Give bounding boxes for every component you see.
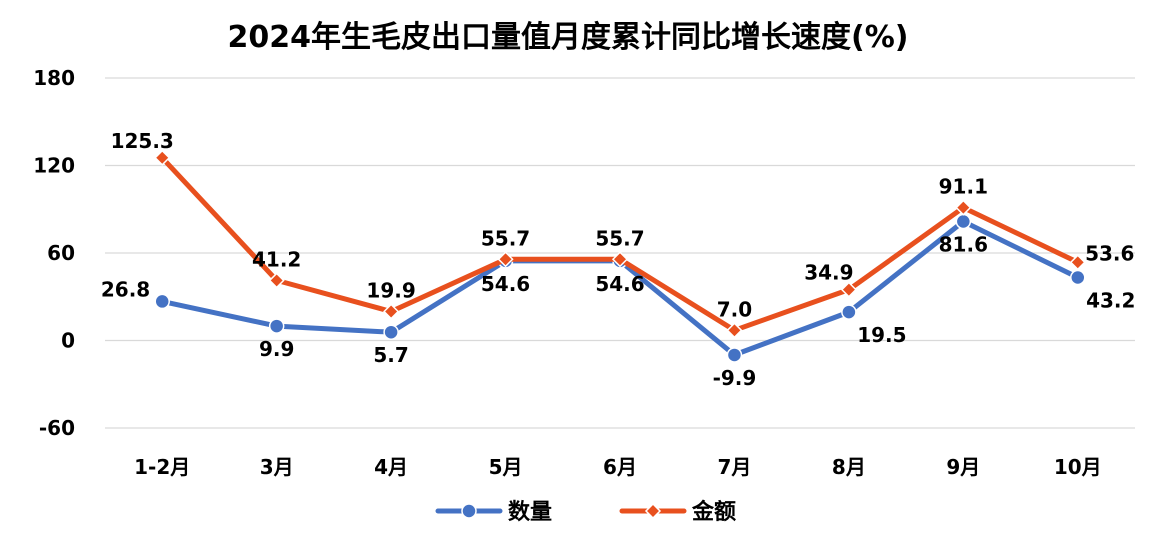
legend-marker (461, 503, 477, 519)
x-tick-label: 3月 (260, 455, 294, 479)
x-tick-label: 5月 (489, 455, 523, 479)
data-label: 125.3 (111, 129, 174, 153)
data-point (841, 304, 857, 320)
data-label: 55.7 (595, 226, 644, 250)
data-point (154, 293, 170, 310)
x-tick-label: 8月 (832, 455, 866, 479)
chart-title: 2024年生毛皮出口量值月度累计同比增长速度(%) (228, 20, 909, 55)
series-lines (154, 149, 1086, 363)
legend-label: 数量 (508, 499, 552, 525)
x-tick-label: 1-2月 (134, 455, 190, 479)
x-tick-label: 9月 (946, 455, 980, 479)
data-point (955, 199, 972, 216)
data-labels: 26.8 9.9 5.7 54.6 54.6 -9.9 19.5 81.6 43.2 125.3 4… (101, 129, 1136, 390)
legend-label: 金额 (691, 499, 736, 525)
data-label: 91.1 (939, 175, 988, 199)
data-point (154, 149, 171, 166)
data-label: 54.6 (481, 272, 530, 296)
data-point (497, 251, 514, 268)
data-point (1069, 254, 1086, 271)
data-point (383, 324, 399, 340)
data-label: 55.7 (481, 226, 530, 250)
data-point (1070, 269, 1086, 286)
y-tick-label: 0 (61, 329, 75, 353)
x-tick-label: 6月 (603, 455, 637, 479)
data-point (840, 281, 857, 298)
y-tick-label: -60 (39, 416, 75, 440)
data-label: 9.9 (259, 337, 294, 361)
y-tick-label: 60 (47, 241, 75, 265)
y-tick-label: 180 (33, 66, 75, 90)
y-tick-label: 120 (33, 154, 75, 178)
data-point (955, 213, 972, 230)
data-point (726, 347, 743, 363)
data-label: 7.0 (717, 297, 752, 321)
data-label: 41.2 (252, 247, 301, 271)
data-label: 54.6 (595, 272, 644, 296)
data-label: 19.5 (857, 323, 906, 347)
data-label: 43.2 (1086, 289, 1135, 313)
x-tick-label: 4月 (374, 455, 408, 479)
x-tick-label: 7月 (717, 455, 751, 479)
legend: 数量 金额 (435, 499, 736, 525)
data-point (383, 303, 400, 320)
data-point (268, 318, 285, 334)
data-point (268, 272, 285, 289)
data-label: 81.6 (939, 233, 988, 257)
y-axis-ticks: -60 0 60 120 180 (33, 66, 75, 440)
x-tick-label: 10月 (1054, 455, 1102, 479)
data-label: 19.9 (366, 278, 415, 302)
data-label: 53.6 (1085, 241, 1134, 265)
data-label: 34.9 (804, 261, 853, 285)
x-axis-ticks: 1-2月 3月 4月 5月 6月 7月 8月 9月 10月 (134, 455, 1102, 479)
data-point (611, 251, 629, 268)
legend-marker (644, 502, 662, 520)
data-label: -9.9 (713, 366, 757, 390)
data-label: 5.7 (373, 343, 408, 367)
data-point (726, 322, 743, 339)
data-label: 26.8 (101, 277, 150, 301)
